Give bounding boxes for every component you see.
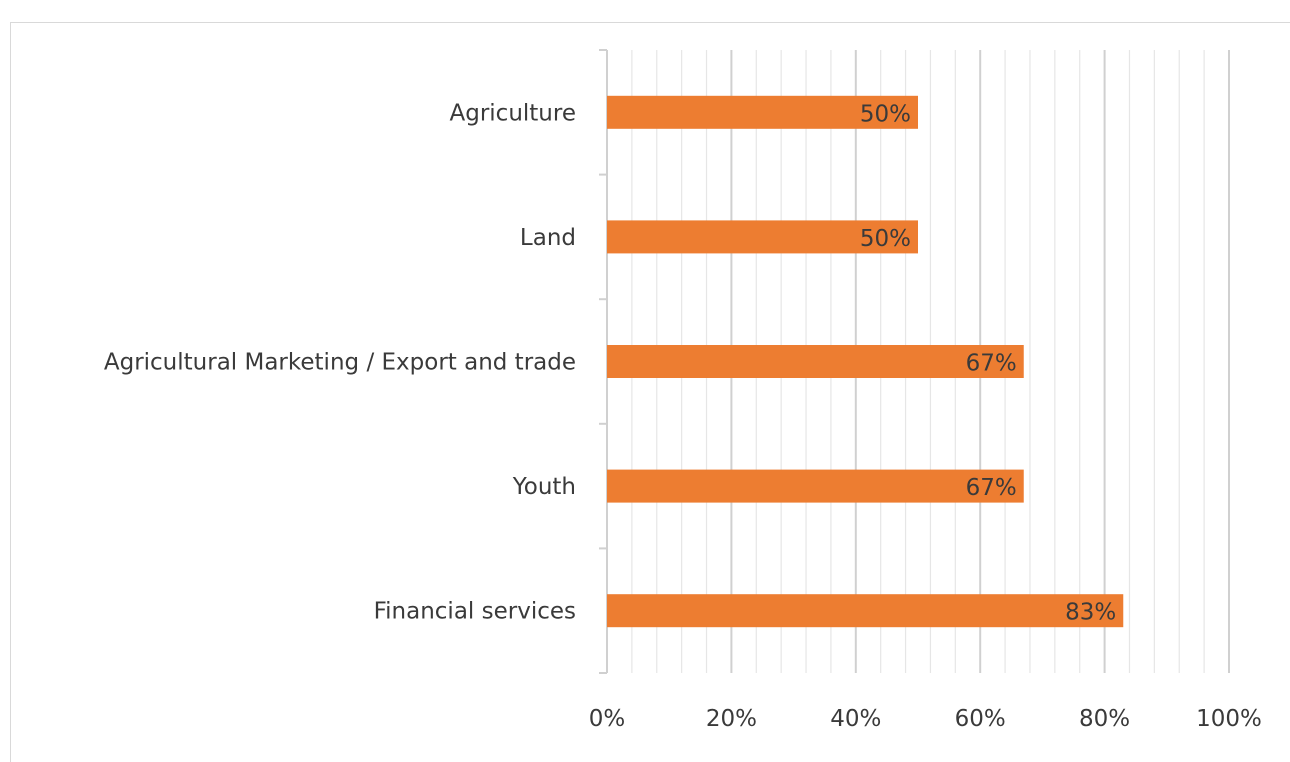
category-label: Youth bbox=[512, 474, 576, 500]
bar-agriculture bbox=[607, 95, 918, 129]
category-label: Financial services bbox=[374, 599, 576, 625]
x-axis-tick-labels: 0% 20% 40% 60% 80% 100% bbox=[589, 706, 1262, 732]
category-axis bbox=[599, 49, 608, 674]
x-tick-label: 80% bbox=[1079, 706, 1130, 732]
bar-financial-services bbox=[607, 594, 1124, 628]
data-label: 67% bbox=[966, 475, 1017, 501]
bar-land bbox=[607, 220, 918, 254]
x-tick-label: 20% bbox=[706, 706, 757, 732]
data-label: 50% bbox=[860, 226, 911, 252]
chart-frame bbox=[10, 22, 1290, 762]
category-labels: Agriculture Land Agricultural Marketing / … bbox=[104, 100, 576, 624]
bar-series bbox=[607, 95, 1124, 628]
data-label: 50% bbox=[860, 101, 911, 127]
category-label: Agricultural Marketing / Export and trad… bbox=[104, 350, 576, 376]
x-tick-label: 100% bbox=[1196, 706, 1262, 732]
x-tick-label: 40% bbox=[830, 706, 881, 732]
data-label: 83% bbox=[1065, 600, 1116, 626]
bar-agricultural-marketing-export-and-trade bbox=[607, 345, 1024, 378]
category-label: Land bbox=[520, 225, 576, 251]
x-tick-label: 0% bbox=[589, 706, 626, 732]
data-label: 67% bbox=[966, 351, 1017, 377]
x-tick-label: 60% bbox=[955, 706, 1006, 732]
bar-youth bbox=[607, 469, 1024, 503]
data-labels: 50% 50% 67% 67% 83% bbox=[860, 101, 1116, 625]
category-label: Agriculture bbox=[450, 100, 577, 126]
